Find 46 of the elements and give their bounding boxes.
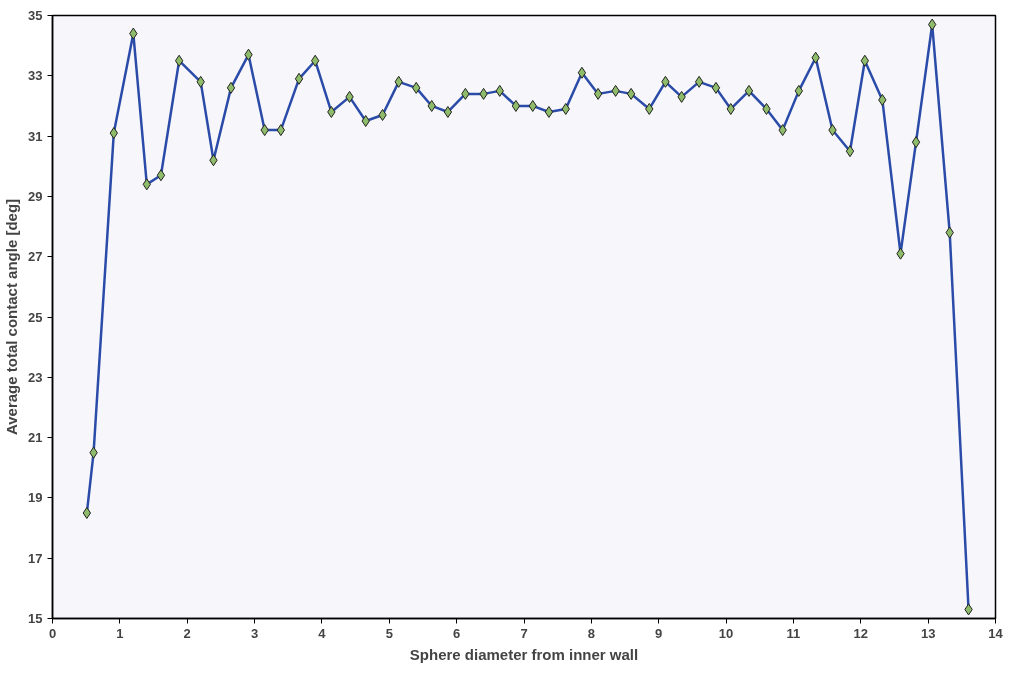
x-tick-label: 13 — [920, 625, 936, 641]
point — [845, 145, 855, 158]
x-tick-label: 4 — [318, 625, 327, 641]
x-tick-label: 8 — [587, 625, 595, 641]
point — [82, 506, 92, 519]
x-tick-label: 1 — [116, 625, 124, 641]
point — [378, 109, 387, 121]
point — [593, 87, 603, 100]
point — [626, 87, 636, 100]
x-tick-label: 12 — [853, 625, 869, 641]
x-tick-label: 10 — [718, 625, 734, 641]
point — [744, 84, 754, 97]
y-tick-label: 33 — [28, 68, 43, 84]
y-tick-label: 19 — [28, 490, 43, 506]
x-tick-label: 3 — [250, 625, 259, 641]
x-axis-title: Sphere diameter from inner wall — [409, 645, 639, 663]
point — [226, 81, 236, 94]
x-tick-label: 7 — [520, 625, 528, 641]
y-tick-label: 27 — [28, 249, 43, 265]
y-tick-label: 23 — [28, 369, 43, 385]
point — [544, 105, 554, 118]
point — [694, 75, 704, 88]
point — [294, 72, 304, 85]
point — [174, 54, 184, 67]
x-tick-label: 11 — [786, 625, 801, 641]
point — [577, 66, 587, 79]
y-tick-label: 21 — [28, 430, 43, 446]
x-tick-label: 6 — [453, 625, 461, 641]
point — [911, 136, 921, 149]
x-tick-label: 5 — [385, 625, 393, 641]
y-tick-label: 31 — [28, 128, 43, 144]
y-tick-label: 25 — [28, 309, 43, 325]
point — [711, 81, 721, 94]
y-tick-label: 35 — [28, 8, 43, 23]
y-tick-label: 15 — [28, 611, 43, 626]
point — [156, 169, 166, 182]
x-tick-label: 14 — [988, 625, 1004, 641]
y-tick-label: 17 — [28, 550, 43, 566]
y-axis-title: Average total contact angle [deg] — [3, 198, 21, 436]
y-tick-label: 29 — [28, 188, 43, 204]
x-tick-label: 9 — [655, 625, 663, 641]
x-tick-label: 2 — [183, 625, 191, 641]
point — [443, 105, 453, 118]
point — [511, 99, 521, 112]
x-tick-label: 0 — [48, 625, 57, 641]
point — [276, 124, 286, 137]
